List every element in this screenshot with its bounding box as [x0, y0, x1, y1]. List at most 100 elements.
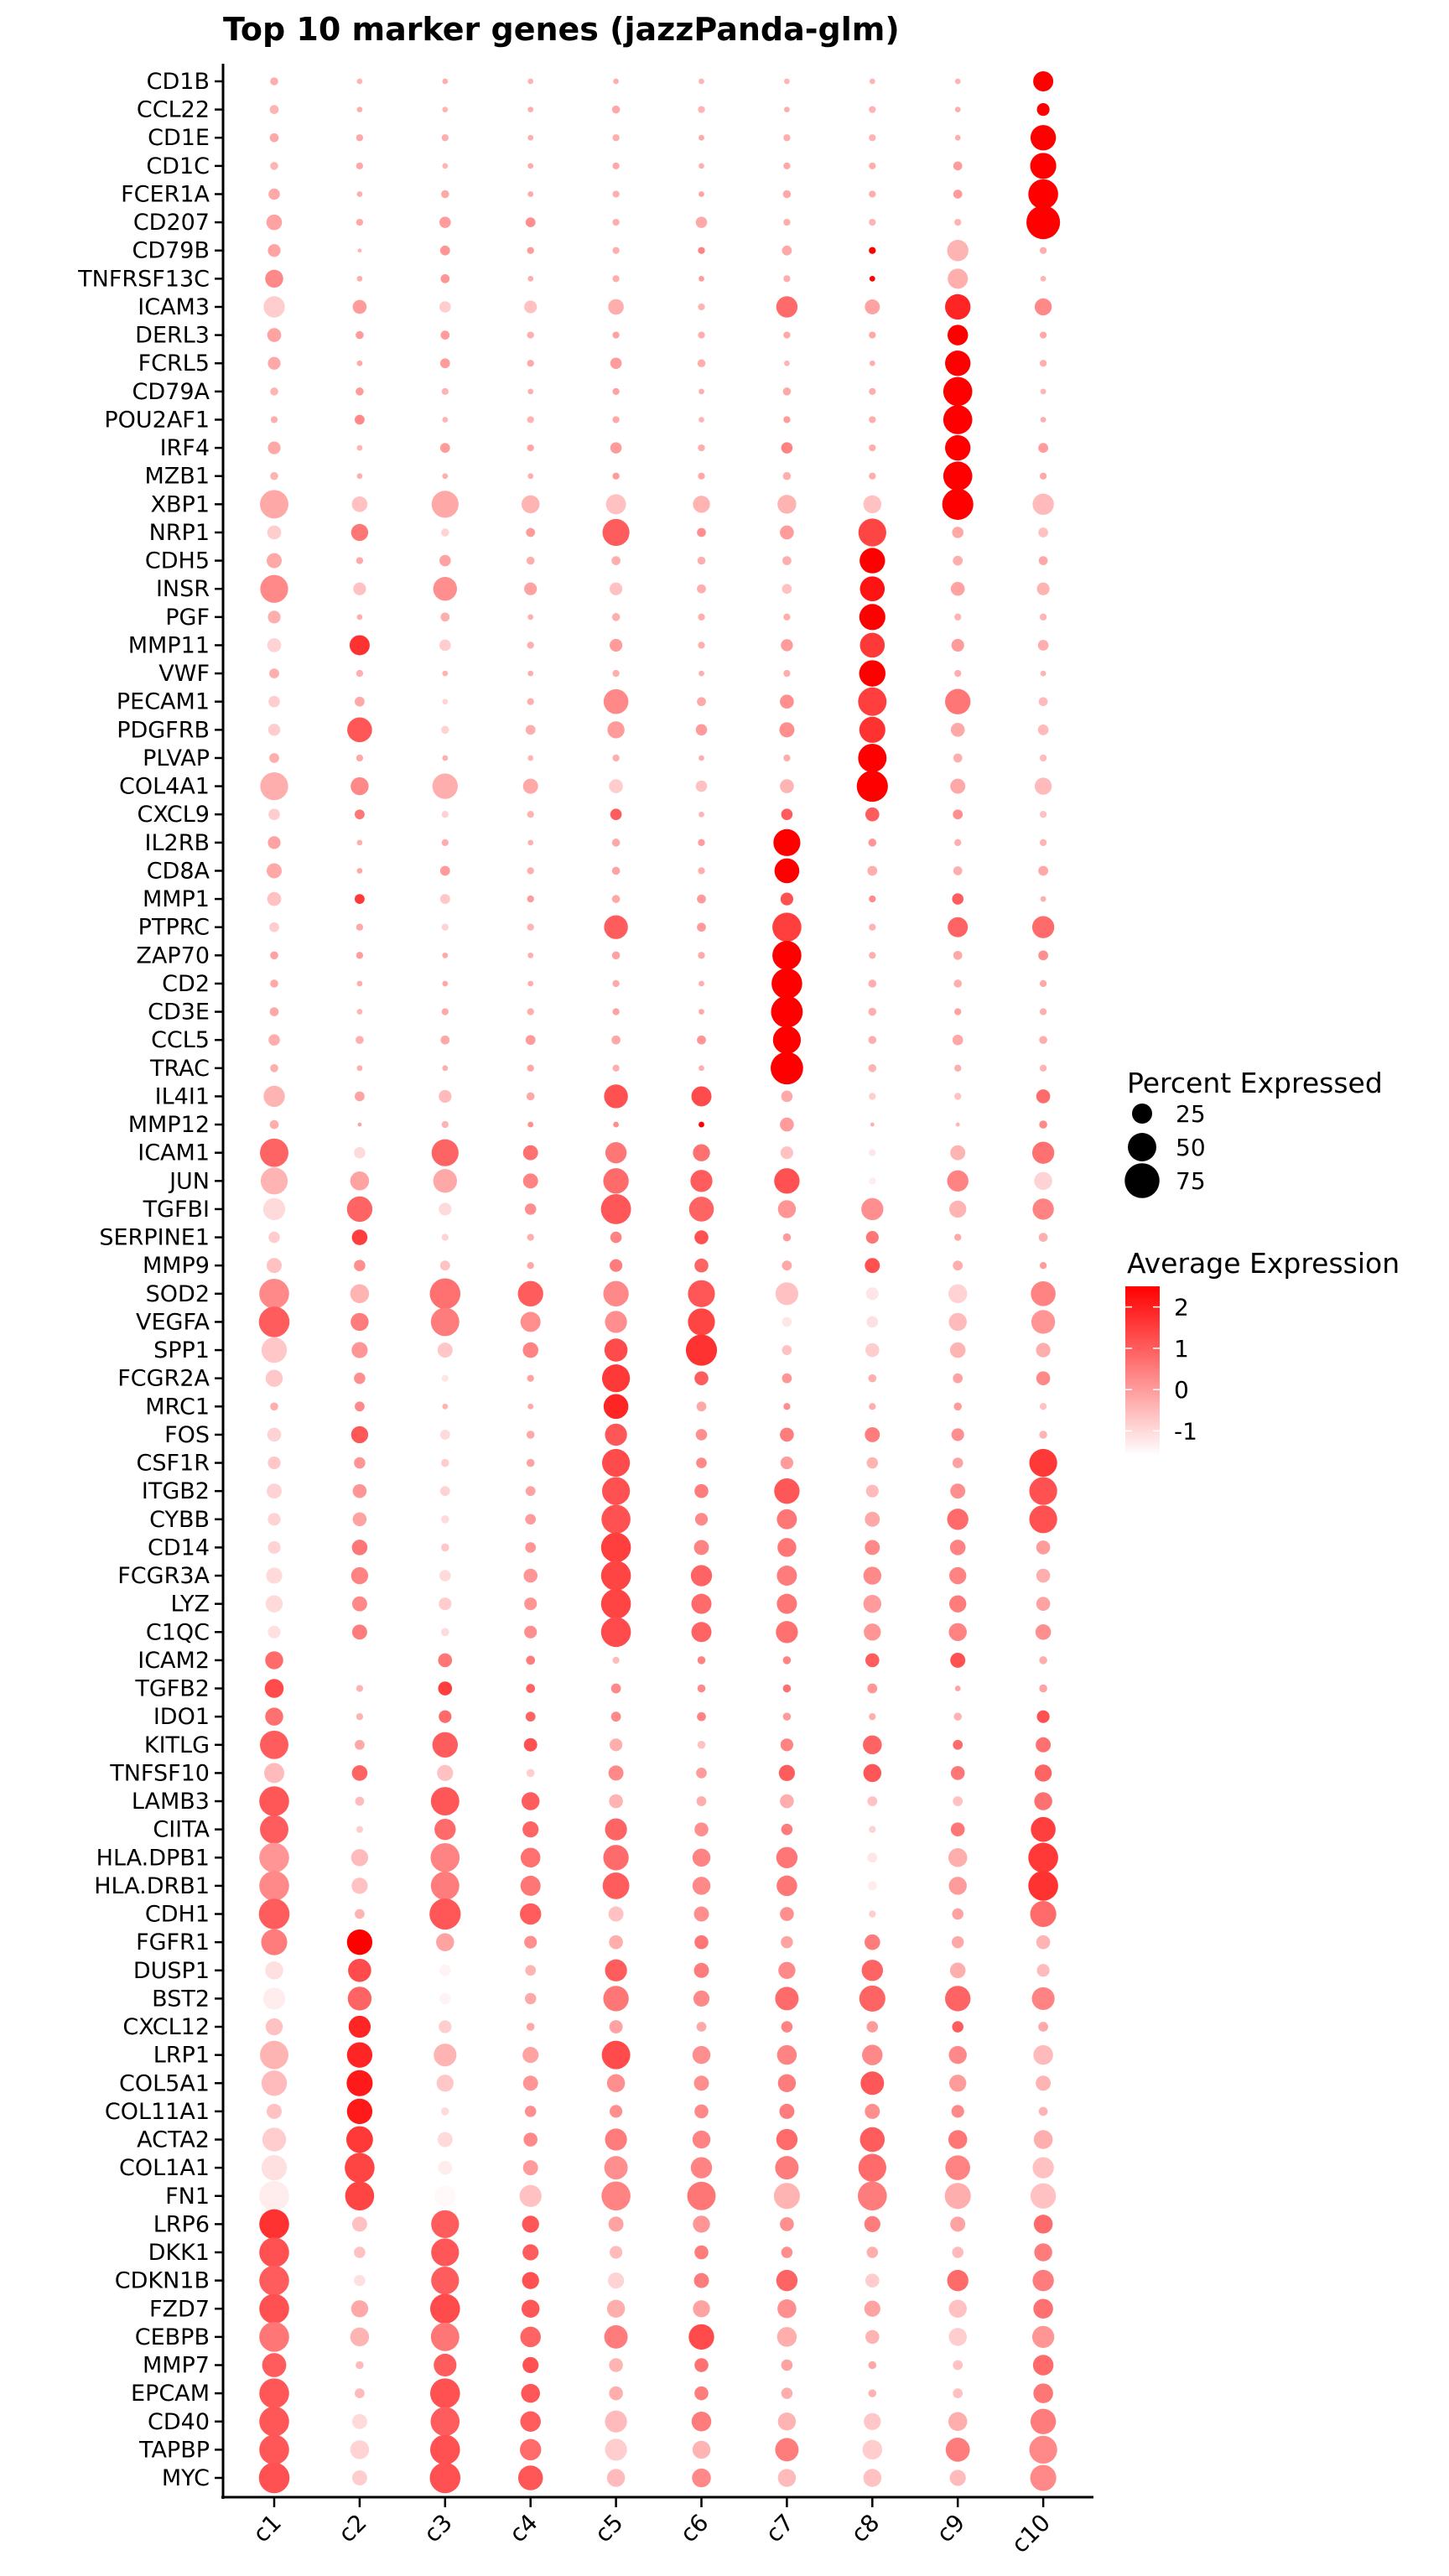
dot-FOS-c3	[439, 1430, 450, 1440]
dot-MMP7-c4	[522, 2356, 539, 2374]
dot-CD79B-c7	[782, 245, 792, 256]
dot-CD207-c1	[266, 214, 283, 231]
dot-CDH1-c3	[429, 1898, 461, 1930]
dot-IL4I1-c8	[869, 1093, 876, 1100]
dot-MMP9-c7	[782, 1260, 792, 1271]
dot-CD207-c8	[869, 218, 876, 226]
dot-FGFR1-c4	[524, 1935, 538, 1949]
dot-CD1C-c2	[356, 162, 364, 170]
dot-CD1E-c10	[1030, 125, 1057, 151]
y-tick-label: CD207	[133, 210, 210, 236]
dot-CD1C-c10	[1030, 153, 1057, 179]
dot-DKK1-c3	[431, 2238, 460, 2267]
dot-FOS-c9	[951, 1428, 964, 1441]
y-tick-label: LRP1	[153, 2043, 210, 2069]
dot-IDO1-c6	[697, 1711, 706, 1722]
dot-CXCL12-c4	[526, 2023, 535, 2031]
dot-CD14-c2	[351, 1540, 368, 1555]
dot-KITLG-c8	[863, 1735, 882, 1755]
dot-DUSP1-c7	[778, 1961, 796, 1979]
dot-MYC-c9	[949, 2470, 966, 2486]
dot-COL11A1-c7	[779, 2103, 795, 2119]
dot-COL11A1-c4	[524, 2106, 537, 2117]
dot-IRF4-c3	[439, 443, 450, 453]
dot-CD79A-c3	[441, 387, 449, 396]
dot-CD40-c10	[1030, 2408, 1057, 2434]
dot-XBP1-c6	[693, 496, 710, 513]
dot-POU2AF1-c6	[699, 417, 704, 423]
dot-IL4I1-c1	[263, 1085, 285, 1108]
dot-C1QC-c6	[691, 1622, 712, 1643]
dot-SERPINE1-c9	[954, 1233, 962, 1241]
dot-IRF4-c7	[781, 442, 793, 454]
dot-CYBB-c10	[1029, 1505, 1057, 1534]
y-tick-label: XBP1	[151, 491, 210, 517]
dot-FCRL5-c9	[945, 351, 971, 377]
dot-HLA.DRB1-c8	[867, 1881, 877, 1891]
dot-IL2RB-c7	[773, 828, 801, 856]
dot-CD8A-c4	[527, 867, 534, 875]
dot-ACTA2-c9	[948, 2130, 968, 2149]
dot-CEBPB-c10	[1031, 2325, 1055, 2349]
dot-CD207-c3	[439, 216, 451, 228]
dot-IRF4-c5	[610, 442, 622, 454]
y-tick-label: COL5A1	[119, 2070, 210, 2096]
dot-NRP1-c6	[697, 527, 706, 538]
dot-XBP1-c1	[260, 490, 288, 519]
dot-DKK1-c5	[610, 2246, 623, 2259]
dot-VEGFA-c1	[258, 1306, 290, 1337]
dot-CD40-c9	[948, 2412, 968, 2432]
y-tick-label: COL1A1	[119, 2155, 210, 2181]
dot-SERPINE1-c1	[268, 1231, 280, 1244]
dot-EPCAM-c1	[259, 2378, 289, 2408]
dot-LYZ-c8	[863, 1594, 882, 1613]
dot-TGFBI-c1	[262, 1197, 286, 1221]
dot-CD8A-c7	[774, 858, 800, 884]
dot-CEBPB-c1	[259, 2322, 289, 2352]
dot-IRF4-c9	[945, 434, 971, 461]
dot-MYC-c10	[1030, 2464, 1057, 2491]
dot-MMP7-c10	[1032, 2355, 1054, 2376]
dot-POU2AF1-c3	[442, 417, 449, 423]
x-tick-label: c8	[845, 2509, 885, 2548]
dot-IRF4-c6	[698, 444, 705, 452]
dot-CIITA-c1	[260, 1815, 288, 1844]
x-tick-label: c9	[931, 2509, 970, 2548]
y-tick-label: DERL3	[135, 323, 210, 349]
dot-PECAM1-c7	[780, 694, 794, 709]
dot-COL11A1-c3	[441, 2107, 449, 2116]
dot-FZD7-c10	[1033, 2298, 1053, 2319]
dot-LYZ-c3	[439, 1597, 452, 1611]
dot-XBP1-c10	[1032, 493, 1054, 516]
dot-POU2AF1-c4	[527, 416, 534, 423]
y-tick-label: CD14	[148, 1535, 210, 1561]
dot-VEGFA-c8	[866, 1316, 879, 1328]
dot-CXCL12-c2	[348, 2015, 371, 2038]
dot-COL4A1-c5	[609, 779, 623, 793]
dot-TGFB2-c2	[356, 1685, 364, 1692]
dot-DERL3-c1	[267, 328, 282, 342]
colorbar-label: 1	[1174, 1335, 1189, 1363]
dot-LRP1-c1	[260, 2040, 288, 2070]
y-tick-label: CD1B	[147, 69, 210, 95]
dot-MZB1-c5	[612, 472, 620, 480]
dot-TGFB2-c7	[782, 1684, 792, 1693]
dot-COL11A1-c9	[951, 2105, 964, 2118]
dot-COL5A1-c5	[606, 2074, 626, 2093]
dot-PDGFRB-c7	[779, 722, 795, 738]
y-tick-label: TAPBP	[138, 2437, 210, 2463]
dot-LRP6-c8	[864, 2215, 880, 2232]
dot-CDKN1B-c6	[693, 2272, 709, 2288]
y-tick-label: TGFBI	[143, 1197, 210, 1223]
dot-BST2-c10	[1031, 1987, 1055, 2010]
dot-CD79B-c2	[357, 248, 362, 253]
dot-KITLG-c3	[432, 1732, 458, 1758]
dot-POU2AF1-c9	[943, 405, 973, 434]
dot-CD14-c1	[267, 1540, 281, 1555]
dot-SPP1-c3	[437, 1343, 453, 1358]
dot-VEGFA-c4	[520, 1311, 541, 1332]
dot-COL5A1-c9	[949, 2075, 967, 2092]
dot-PECAM1-c8	[858, 687, 887, 716]
dot-MMP12-c10	[1039, 1120, 1047, 1129]
dot-CD2-c7	[771, 968, 802, 1000]
